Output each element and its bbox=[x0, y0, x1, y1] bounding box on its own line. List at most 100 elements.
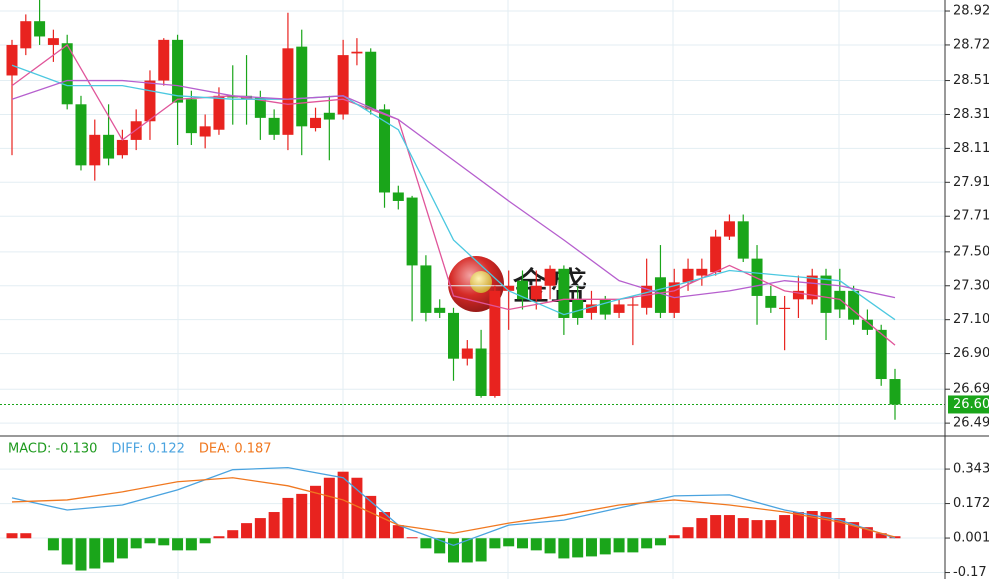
candle-body bbox=[820, 275, 832, 313]
candle-body bbox=[75, 104, 87, 166]
candle-body bbox=[572, 299, 584, 318]
macd-bar bbox=[544, 538, 556, 554]
macd-bar bbox=[654, 538, 666, 546]
candle-body bbox=[323, 112, 335, 120]
macd-bar bbox=[848, 522, 860, 539]
candle-body bbox=[34, 21, 46, 37]
candle-body bbox=[227, 95, 239, 98]
y-tick-label: 28.11 bbox=[953, 141, 989, 156]
y-tick-label: 0.172 bbox=[953, 496, 989, 511]
y-tick-label: 26.90 bbox=[953, 346, 989, 361]
y-tick-label: 28.51 bbox=[953, 73, 989, 88]
macd-bar bbox=[820, 512, 832, 539]
macd-bar bbox=[351, 477, 363, 539]
candle-body bbox=[806, 275, 818, 300]
macd-bar bbox=[241, 523, 253, 539]
candle-body bbox=[434, 307, 446, 313]
macd-bar bbox=[406, 537, 418, 539]
candle-body bbox=[282, 48, 294, 135]
y-tick-label: 27.91 bbox=[953, 175, 989, 190]
macd-bar bbox=[668, 535, 680, 539]
candle-body bbox=[130, 121, 142, 140]
macd-bar bbox=[116, 538, 128, 559]
macd-bar bbox=[379, 512, 391, 539]
candle-body bbox=[172, 39, 184, 103]
candle-body bbox=[103, 134, 115, 159]
candle-body bbox=[379, 109, 391, 193]
macd-bar bbox=[172, 538, 184, 551]
indicator-line bbox=[11, 477, 896, 538]
candle-body bbox=[585, 304, 597, 313]
macd-bar bbox=[296, 493, 308, 539]
macd-bar bbox=[282, 497, 294, 539]
macd-bar bbox=[806, 511, 818, 539]
macd-bar bbox=[89, 538, 101, 569]
legend-entry: DEA: 0.187 bbox=[199, 442, 272, 457]
y-tick-label: 26.49 bbox=[953, 416, 989, 431]
macd-bar bbox=[213, 536, 225, 539]
macd-bar bbox=[834, 518, 846, 539]
macd-bar bbox=[254, 518, 266, 539]
candle-body bbox=[489, 290, 501, 396]
candle-body bbox=[861, 319, 873, 330]
indicator-line bbox=[11, 467, 896, 547]
macd-bar bbox=[20, 533, 32, 539]
candle-body bbox=[558, 268, 570, 318]
candle-body bbox=[20, 21, 32, 49]
y-tick-label: 27.10 bbox=[953, 312, 989, 327]
macd-bar bbox=[516, 538, 528, 549]
macd-bar bbox=[323, 477, 335, 539]
candle-body bbox=[406, 197, 418, 266]
macd-bar bbox=[641, 538, 653, 549]
candle-body bbox=[420, 265, 432, 313]
macd-bar bbox=[875, 533, 887, 539]
macd-bar bbox=[47, 538, 59, 551]
candle-body bbox=[751, 258, 763, 296]
macd-bar bbox=[199, 538, 211, 544]
macd-bar bbox=[710, 515, 722, 539]
macd-bar bbox=[723, 515, 735, 539]
candle-body bbox=[158, 39, 170, 81]
macd-bar bbox=[310, 485, 322, 539]
candle-body bbox=[61, 43, 73, 105]
legend-entry: DIFF: 0.122 bbox=[111, 442, 185, 457]
candle-body bbox=[337, 55, 349, 115]
y-tick-label: 27.30 bbox=[953, 278, 989, 293]
candle-body bbox=[310, 117, 322, 129]
candle-body bbox=[365, 51, 377, 110]
candle-body bbox=[268, 117, 280, 135]
candle-body bbox=[641, 285, 653, 308]
macd-bar bbox=[392, 525, 404, 539]
macd-bar bbox=[613, 538, 625, 553]
candle-body bbox=[889, 379, 901, 405]
y-tick-label: 0.001 bbox=[953, 531, 989, 546]
macd-bar bbox=[599, 538, 611, 555]
candle-body bbox=[848, 290, 860, 320]
candle-body bbox=[737, 221, 749, 259]
candle-body bbox=[296, 46, 308, 127]
candle-body bbox=[448, 312, 459, 359]
y-tick-label: 0.343 bbox=[953, 462, 989, 477]
macd-bar bbox=[75, 538, 87, 571]
macd-bar bbox=[434, 538, 446, 554]
macd-bar bbox=[627, 538, 639, 553]
candle-body bbox=[199, 126, 211, 137]
candle-body bbox=[834, 290, 846, 310]
macd-bar bbox=[585, 538, 597, 557]
candle-body bbox=[503, 285, 515, 291]
candle-body bbox=[654, 277, 666, 313]
candle-body bbox=[144, 80, 156, 122]
candle-body bbox=[254, 97, 266, 118]
macd-bar bbox=[420, 538, 432, 549]
candle-body bbox=[682, 268, 694, 283]
macd-bar bbox=[682, 527, 694, 539]
y-tick-label: 26.69 bbox=[953, 382, 989, 397]
macd-bar bbox=[530, 538, 542, 551]
candle-body bbox=[116, 139, 128, 156]
candle-body bbox=[875, 329, 887, 380]
macd-bar bbox=[751, 520, 763, 539]
macd-bar bbox=[448, 538, 459, 563]
macd-bar bbox=[737, 518, 749, 539]
